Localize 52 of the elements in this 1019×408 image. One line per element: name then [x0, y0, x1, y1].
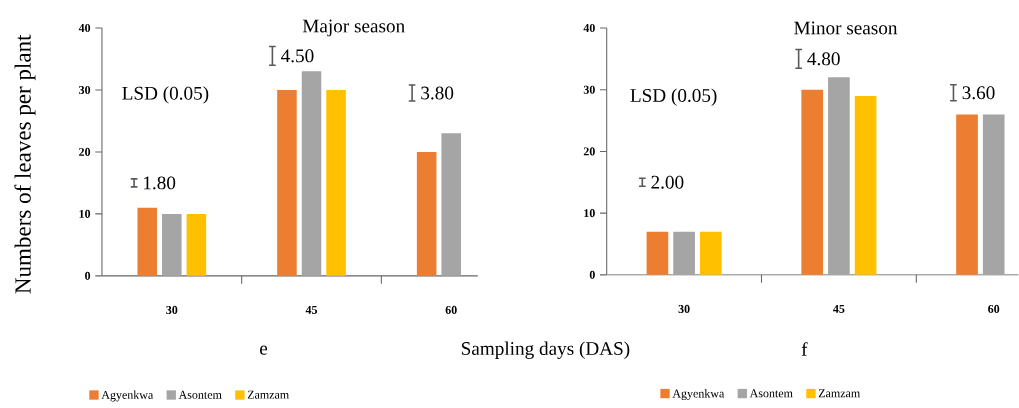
legend-label: Zamzam: [818, 389, 861, 398]
annotation: 3.60: [962, 86, 995, 100]
y-tick-label: 40: [583, 24, 595, 33]
bar: [956, 114, 978, 275]
bar: [162, 214, 182, 276]
bar: [137, 207, 158, 276]
annotation: 1.80: [144, 176, 176, 190]
y-axis-title: Numbers of leaves per plant: [14, 34, 36, 294]
y-tick-label: 20: [79, 147, 91, 157]
x-axis-title: Sampling days (DAS): [461, 341, 630, 360]
annotation: LSD (0.05): [630, 88, 717, 106]
bar: [301, 71, 322, 276]
chart-title: Minor season: [794, 21, 898, 35]
bar: [326, 90, 346, 276]
legend-label: Asontem: [178, 390, 222, 399]
text: e: [260, 345, 268, 355]
x-tick-label: 60: [445, 305, 457, 315]
y-tick-label: 0: [85, 271, 91, 281]
bar: [854, 95, 877, 275]
annotation: 4.50: [281, 49, 314, 63]
bar: [416, 152, 437, 276]
bar: [801, 89, 824, 275]
bar: [277, 90, 297, 276]
x-tick-label: 45: [833, 304, 845, 314]
bar: [699, 231, 722, 275]
legend-label: Agyenkwa: [672, 389, 725, 401]
annotation: 2.00: [651, 175, 684, 189]
y-tick-label: 30: [583, 85, 595, 94]
x-tick-label: 30: [678, 304, 690, 314]
bar: [673, 231, 695, 275]
x-tick-label: 60: [988, 304, 1000, 314]
chart-title: Major season: [302, 19, 405, 37]
y-tick-label: 30: [79, 86, 91, 95]
y-tick-label: 10: [79, 209, 91, 219]
text: f: [801, 342, 808, 356]
y-tick-label: 20: [583, 147, 595, 156]
y-tick-label: 40: [78, 24, 91, 33]
y-tick-label: 0: [589, 270, 595, 280]
bar: [441, 133, 461, 276]
legend-label: Agyenkwa: [101, 390, 154, 402]
x-tick-label: 30: [166, 305, 178, 315]
annotation: 3.80: [421, 86, 454, 100]
x-tick-label: 45: [305, 305, 318, 315]
bar: [646, 231, 669, 275]
bar: [982, 114, 1005, 275]
bar: [828, 77, 850, 275]
legend-label: Zamzam: [247, 390, 289, 399]
annotation: 4.80: [807, 52, 840, 66]
y-tick-label: 10: [584, 209, 595, 218]
annotation: LSD (0.05): [122, 86, 209, 104]
legend-label: Asontem: [749, 389, 793, 398]
bar: [186, 214, 207, 276]
